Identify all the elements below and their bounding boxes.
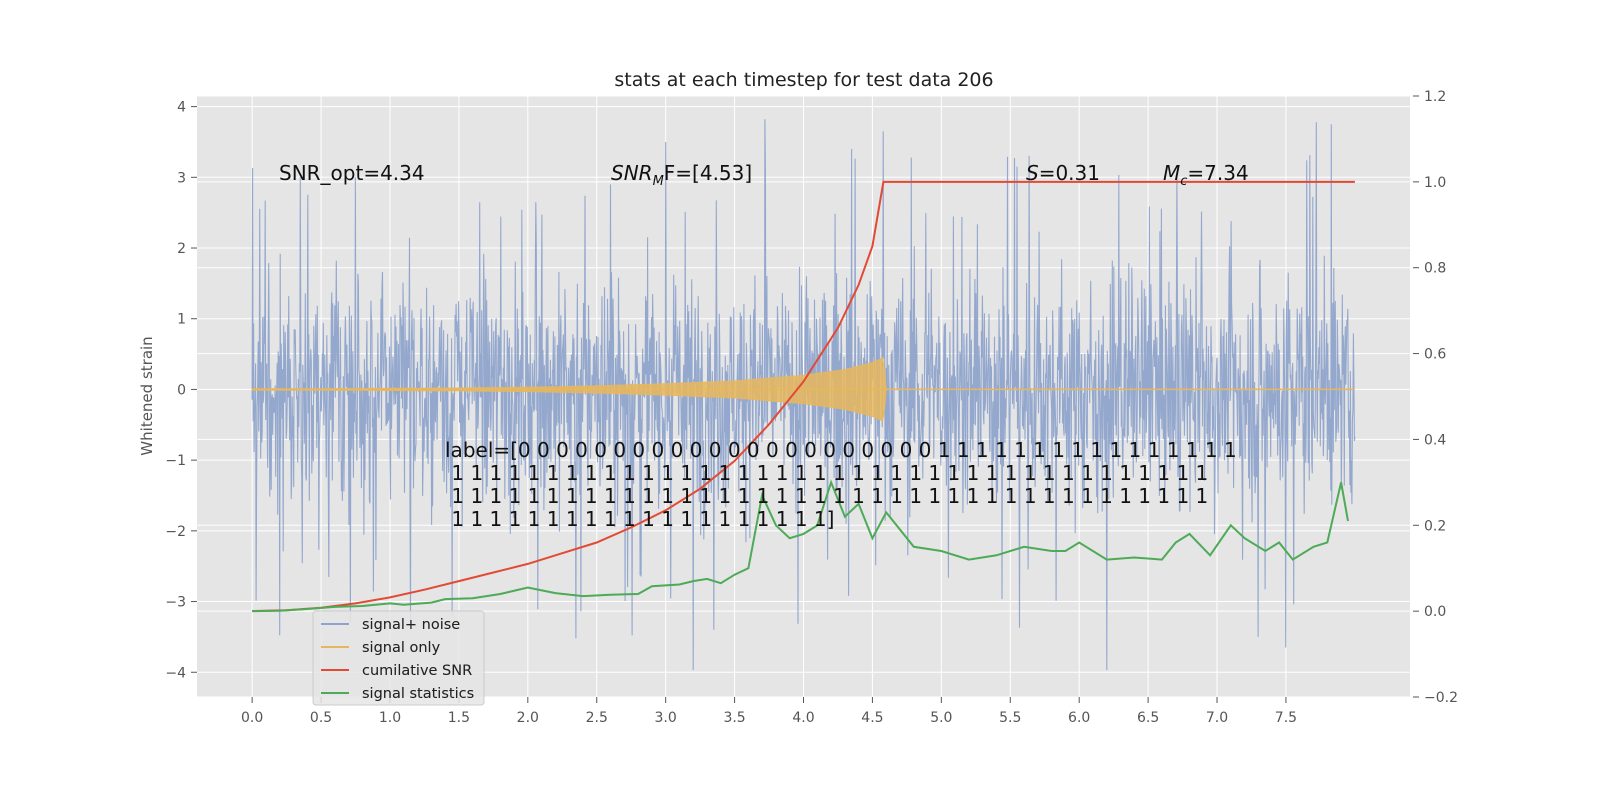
- x-tick-label-5: 2.5: [586, 710, 608, 726]
- legend-entry-signal-only: signal only: [362, 640, 441, 656]
- y-right-tick-label-7: 1.2: [1424, 89, 1446, 105]
- series-signal-only: [251, 357, 1355, 422]
- legend-box: [312, 610, 485, 706]
- legend-ghost-3: cumilative SNR: [362, 663, 472, 679]
- series-line-cumulative-snr: [252, 180, 1355, 613]
- annotation-label-array: label=[0 0 0 0 0 0 0 0 0 0 0 0 0 0 0 0 0…: [445, 438, 1237, 531]
- annotation-snr-mf-sub: M: [653, 174, 664, 189]
- x-tick-label-13: 6.5: [1137, 710, 1159, 726]
- y-right-tick-label-5: 0.8: [1424, 261, 1446, 277]
- x-tick-label-3: 1.5: [448, 710, 470, 726]
- label-line-3: 1 1 1 1 1 1 1 1 1 1 1 1 1 1 1 1 1 1 1 1 …: [445, 484, 1208, 508]
- y-right-tick-label-4: 0.6: [1424, 347, 1446, 363]
- y-left-tick-label-3: −1: [165, 453, 186, 469]
- annotation-mc-sub: c: [1180, 174, 1187, 189]
- x-tick-label-15: 7.5: [1275, 710, 1297, 726]
- y-left-tick-label-2: −2: [165, 524, 186, 540]
- annotation-mc-var: M: [1163, 161, 1180, 185]
- annotation-snr-opt: SNR_opt=4.34: [279, 161, 425, 185]
- x-tick-label-11: 5.5: [999, 710, 1021, 726]
- legend-entry-signal-statistics: signal statistics: [362, 686, 474, 702]
- x-tick-label-2: 1.0: [379, 710, 401, 726]
- chart-title: stats at each timestep for test data 206: [614, 69, 993, 91]
- legend-ghost-2: signal only: [362, 640, 441, 656]
- annotation-s-val: =0.31: [1039, 161, 1100, 185]
- y-right-tick-label-1: 0.0: [1424, 604, 1446, 620]
- x-tick-label-12: 6.0: [1068, 710, 1090, 726]
- annotation-snr-mf: SNRMF=[4.53]: [611, 161, 752, 189]
- x-tick-label-1: 0.5: [310, 710, 332, 726]
- y-left-tick-label-1: −3: [165, 595, 186, 611]
- y-axis-label: Whitened strain: [138, 336, 156, 455]
- legend-ghost: signal+ noise signal only cumilative SNR…: [362, 617, 474, 702]
- x-tick-label-8: 4.0: [792, 710, 814, 726]
- y-axis-right-ticks: −0.2 0.0 0.2 0.4 0.6 0.8 1.0 1.2: [1413, 89, 1458, 706]
- annotation-mc-val: =7.34: [1187, 161, 1248, 185]
- legend-ghost-4: signal statistics: [362, 686, 474, 702]
- x-tick-label-4: 2.0: [517, 710, 539, 726]
- annotation-mc: Mc=7.34: [1163, 161, 1249, 189]
- x-axis-ticks: 0.0 0.5 1.0 1.5 2.0 2.5 3.0 3.5 4.0 4.5 5.0 5.5 6.0 6…: [241, 697, 1297, 726]
- annotation-s-var: S: [1026, 161, 1039, 185]
- x-tick-label-9: 4.5: [861, 710, 883, 726]
- y-left-tick-label-7: 3: [177, 170, 186, 186]
- series-cumulative-snr: [252, 180, 1355, 613]
- x-tick-label-14: 7.0: [1206, 710, 1228, 726]
- annotation-snr-mf-main: SNR: [611, 161, 653, 185]
- x-tick-label-10: 5.0: [930, 710, 952, 726]
- label-line-1: label=[0 0 0 0 0 0 0 0 0 0 0 0 0 0 0 0 0…: [445, 438, 1237, 462]
- series-line-signal-statistics: [252, 479, 1349, 613]
- y-left-tick-label-4: 0: [177, 382, 186, 398]
- legend: signal+ noise signal only cumilative SNR…: [312, 610, 485, 706]
- label-line-2: 1 1 1 1 1 1 1 1 1 1 1 1 1 1 1 1 1 1 1 1 …: [445, 461, 1208, 485]
- y-right-tick-label-6: 1.0: [1424, 175, 1446, 191]
- annotation-snr-mf-rest: F=[4.53]: [664, 161, 752, 185]
- legend-entry-cumulative-snr: cumilative SNR: [362, 663, 472, 679]
- y-left-tick-label-5: 1: [177, 312, 186, 328]
- x-tick-label-7: 3.5: [723, 710, 745, 726]
- legend-entry-signal-noise: signal+ noise: [362, 617, 460, 633]
- y-axis-left-ticks: −4 −3 −2 −1 0 1 2 3 4: [165, 100, 197, 681]
- y-left-tick-label-8: 4: [177, 100, 186, 116]
- y-left-tick-label-0: −4: [165, 665, 186, 681]
- label-line-4: 1 1 1 1 1 1 1 1 1 1 1 1 1 1 1 1 1 1 1 1]: [445, 507, 834, 531]
- y-right-tick-label-3: 0.4: [1424, 432, 1446, 448]
- x-tick-label-6: 3.0: [655, 710, 677, 726]
- x-tick-label-0: 0.0: [241, 710, 263, 726]
- y-right-tick-label-0: −0.2: [1424, 690, 1458, 706]
- legend-ghost-1: signal+ noise: [362, 617, 460, 633]
- y-right-tick-label-2: 0.2: [1424, 518, 1446, 534]
- series-signal-statistics: [252, 479, 1349, 613]
- y-left-tick-label-6: 2: [177, 241, 186, 257]
- annotation-s: S=0.31: [1026, 161, 1100, 185]
